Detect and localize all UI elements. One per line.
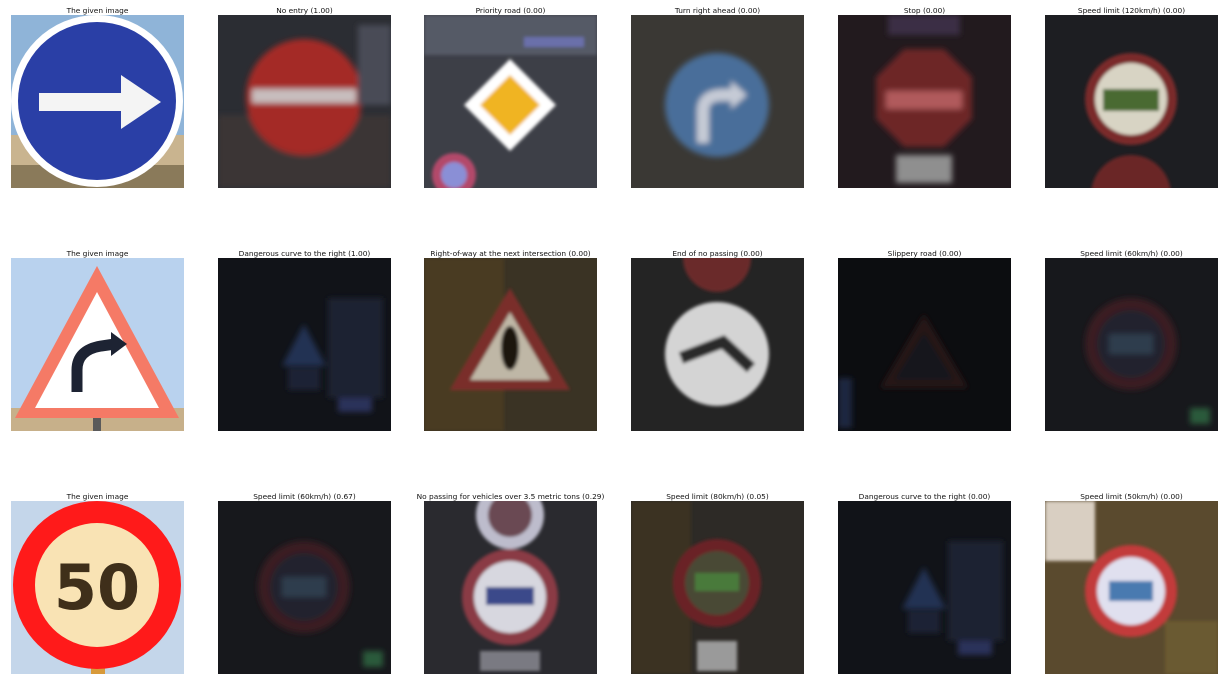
- prediction-image: [424, 501, 597, 674]
- prediction-title: Speed limit (60km/h) (0.00): [1080, 249, 1183, 258]
- prediction-title: Dangerous curve to the right (0.00): [858, 492, 991, 501]
- prediction-title: Priority road (0.00): [475, 6, 546, 15]
- prediction-title: Speed limit (50km/h) (0.00): [1080, 492, 1183, 501]
- image-title: The given image: [66, 249, 129, 258]
- prediction-title: Speed limit (120km/h) (0.00): [1077, 6, 1186, 15]
- prediction-image: [218, 15, 391, 188]
- prediction-image: [1045, 15, 1218, 188]
- prediction-image: [631, 258, 804, 431]
- prediction-image: [631, 15, 804, 188]
- prediction-image: [838, 501, 1011, 674]
- prediction-title: Right-of-way at the next intersection (0…: [430, 249, 591, 258]
- prediction-image: [838, 258, 1011, 431]
- prediction-title: Speed limit (80km/h) (0.05): [666, 492, 769, 501]
- prediction-image: [631, 501, 804, 674]
- given-image: [11, 15, 184, 188]
- given-image: 50: [11, 501, 184, 674]
- prediction-title: Slippery road (0.00): [887, 249, 962, 258]
- prediction-title: No entry (1.00): [276, 6, 333, 15]
- speed-50-label: 50: [54, 551, 140, 624]
- prediction-image: [838, 15, 1011, 188]
- prediction-title: Turn right ahead (0.00): [674, 6, 761, 15]
- prediction-title: Speed limit (60km/h) (0.67): [253, 492, 356, 501]
- prediction-image: [218, 501, 391, 674]
- prediction-title: Dangerous curve to the right (1.00): [238, 249, 371, 258]
- image-title: The given image: [66, 492, 129, 501]
- prediction-image: [1045, 501, 1218, 674]
- prediction-title: End of no passing (0.00): [672, 249, 763, 258]
- prediction-image: [1045, 258, 1218, 431]
- prediction-image: [424, 15, 597, 188]
- prediction-image: [218, 258, 391, 431]
- prediction-title: No passing for vehicles over 3.5 metric …: [416, 492, 605, 501]
- prediction-image: [424, 258, 597, 431]
- image-title: The given image: [66, 6, 129, 15]
- given-image: [11, 258, 184, 431]
- prediction-title: Stop (0.00): [903, 6, 946, 15]
